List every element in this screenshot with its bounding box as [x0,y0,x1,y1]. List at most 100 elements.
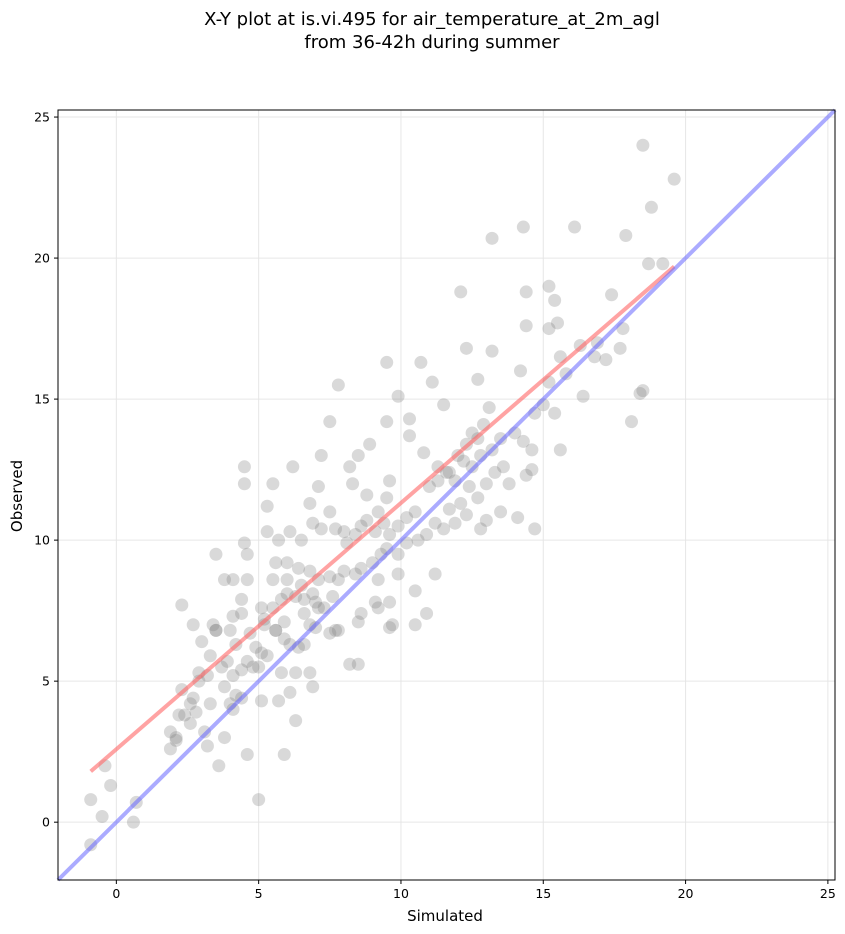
data-point [383,527,397,541]
data-point [553,443,567,457]
data-point [420,606,434,620]
data-point [84,793,98,807]
data-point [479,513,493,527]
data-point [667,172,681,186]
data-point [272,533,286,547]
data-point [380,415,394,429]
data-point [169,733,183,747]
data-point [414,355,428,369]
x-tick-label: 10 [393,886,409,901]
data-point [625,415,638,429]
data-point [408,618,422,632]
data-point [403,429,416,443]
plot-area-frame [57,109,836,881]
data-point [371,601,385,615]
data-point [354,519,368,533]
trend-lines [56,108,837,882]
data-point [269,623,283,637]
data-point [294,533,308,547]
data-point [442,465,456,479]
data-point [525,443,539,457]
data-point [437,398,451,412]
data-point [266,573,280,587]
data-point [237,477,251,491]
data-point [482,401,496,415]
data-point [448,516,462,530]
y-tick-label: 10 [34,533,50,548]
data-point [644,200,658,214]
data-point [425,375,439,389]
data-point [383,474,397,488]
data-point [218,573,231,587]
data-point [283,685,297,699]
data-point [642,257,656,271]
data-point [599,353,613,367]
data-point [428,567,442,581]
data-point [246,660,260,674]
data-point [269,623,283,637]
data-point [292,561,305,575]
data-point [209,623,223,637]
data-point [408,584,422,598]
data-point [360,513,374,527]
data-point [329,623,342,637]
data-point [619,229,633,243]
data-point [303,666,317,680]
data-point [457,454,471,468]
data-point [380,355,394,369]
data-point [331,623,345,637]
data-point [104,779,118,793]
data-point [240,573,254,587]
y-tick-label: 15 [34,392,50,407]
data-point [551,316,564,330]
data-point [255,694,268,708]
data-point [252,793,266,807]
fit-line [89,265,676,773]
data-point [354,561,368,575]
data-point [186,691,200,705]
data-point [306,680,320,694]
data-point [391,567,405,581]
x-axis-ticks: 0 5 10 15 20 25 [112,880,836,901]
data-point [260,649,274,663]
data-point [186,618,200,632]
data-point [454,285,468,299]
data-point [502,477,516,491]
data-point [309,595,323,609]
x-tick-label: 5 [255,886,263,901]
data-point [542,279,556,293]
data-point [277,615,291,629]
data-point [323,626,337,640]
data-point [240,747,254,761]
data-point [303,564,317,578]
data-point [454,496,468,510]
data-point [391,389,405,403]
data-point [351,449,365,463]
data-point [494,505,508,519]
data-point [280,573,294,587]
data-point [391,519,405,533]
data-point [226,669,240,683]
data-point [459,508,473,522]
data-point [326,590,340,604]
data-point [286,460,300,474]
data-point [519,468,533,482]
data-point [605,288,619,302]
data-point [306,587,320,601]
chart-subtitle: from 36-42h during summer [304,32,560,53]
data-point [408,505,422,519]
data-point [200,739,214,753]
data-point [215,660,229,674]
data-point [636,138,650,152]
data-point [360,488,374,502]
data-point [431,474,445,488]
data-point [548,406,562,420]
data-point [235,592,249,606]
data-point [183,697,197,711]
data-point [95,810,109,824]
data-point [485,231,499,245]
data-point [471,491,485,505]
y-tick-label: 0 [42,815,50,830]
data-point [348,567,362,581]
